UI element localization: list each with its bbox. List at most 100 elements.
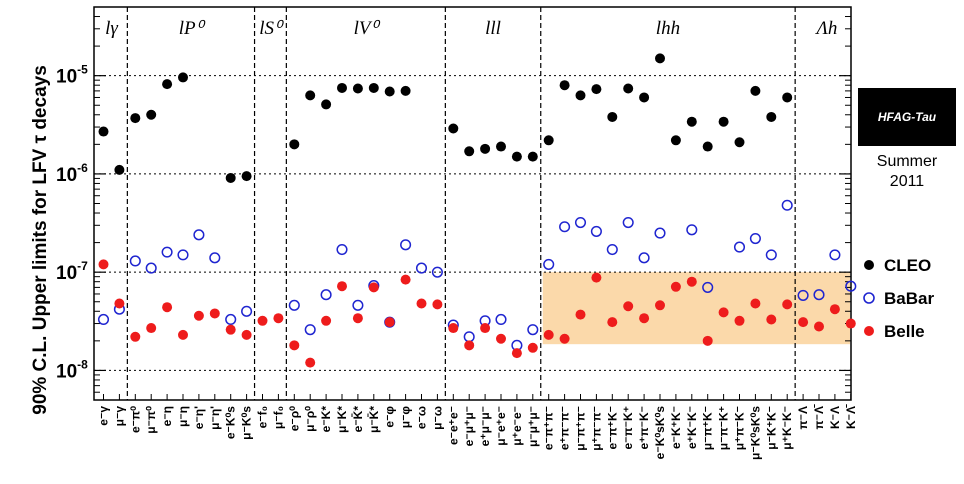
data-point [162,302,173,313]
x-tick-label: μ⁻f₀ [271,406,285,429]
data-point [496,333,506,344]
x-tick-label: e⁻f₀ [256,406,270,428]
x-tick-label: μ⁻K⁺K⁻ [764,406,778,450]
x-tick-label: μ⁻η [176,406,190,427]
data-point [321,315,332,326]
group-label: Λh [814,18,837,39]
x-tick-label: e⁻ρ⁰ [287,406,301,431]
data-point [289,139,300,150]
badge-season: Summer [876,153,938,170]
x-tick-label: e⁻K* [319,406,333,433]
data-point [480,323,491,334]
x-tick-label: e⁻K⁰s [224,406,238,439]
data-point [543,258,555,270]
data-point [177,249,189,261]
x-tick-label: μ⁻η' [208,406,222,430]
group-label: lll [485,18,501,39]
data-point [829,304,840,315]
data-point [146,109,157,120]
data-point [400,239,412,251]
data-point [129,255,141,267]
legend-label: CLEO [884,256,931,275]
data-point [305,357,316,368]
data-point [750,85,761,96]
data-point [829,249,841,261]
group-label: lS⁰ [259,18,284,39]
data-point [321,99,332,110]
data-point [623,83,634,94]
hfag-tau-badge: HFAG-Tau [858,88,956,146]
data-point [448,323,459,334]
data-point [527,342,538,353]
group-label: lhh [656,18,680,39]
data-point [337,82,347,93]
data-point [734,137,745,148]
data-point [639,313,650,324]
x-tick-label: e⁺K⁻K⁻ [685,406,699,449]
x-tick-label: μ⁺K⁻K⁻ [780,406,794,450]
data-point [511,151,522,162]
legend: CLEO BaBar Belle [863,256,934,341]
data-point [845,318,856,329]
data-point [702,335,713,346]
data-point [400,85,411,96]
y-axis-label: 90% C.L. Upper limits for LFV τ decays [30,65,51,415]
series-cleo [98,53,793,183]
data-point [575,90,586,101]
data-point [178,72,188,83]
data-point [733,241,746,253]
data-point [464,146,475,157]
legend-marker [863,292,875,304]
data-point [400,274,411,285]
data-point [591,84,602,95]
data-point [655,53,665,64]
data-point [766,314,777,325]
data-point [320,289,332,301]
data-point [702,281,714,293]
data-point [273,313,284,324]
data-point [257,315,268,326]
group-label: lP⁰ [179,18,206,39]
badge-year: 2011 [889,173,925,190]
data-point [178,329,188,340]
badge-title: HFAG-Tau [877,110,937,124]
y-tick-label: 10-6 [56,161,88,186]
data-point [575,309,586,320]
data-point [559,333,570,344]
data-points [97,53,857,368]
data-point [750,298,761,309]
legend-marker [864,326,874,336]
x-tick-label: e⁺π⁻π⁻ [558,406,572,450]
badge-date: Summer 2011 [858,152,956,192]
x-tick-label: μ⁻ω [430,406,444,430]
data-point [145,262,157,274]
group-label: lγ [105,18,118,39]
data-point [415,262,428,274]
x-tick-label: μ⁻K* [335,406,349,433]
x-tick-label: μ⁻K⁰s [240,406,254,440]
data-point [130,113,141,124]
data-point [337,281,347,292]
x-tick-label: μ⁻K⁰sK⁰s [748,406,762,460]
data-point [209,252,221,264]
data-point [590,225,602,237]
data-point [464,340,475,351]
x-tick-label: e⁻K⁰sK⁰s [653,406,667,460]
group-dividers [126,7,796,400]
x-tick-label: e⁻γ [97,406,111,426]
data-point [765,249,777,261]
data-point [352,299,364,311]
data-point [193,229,205,241]
data-point [718,307,729,318]
x-tick-label: μ⁻e⁺e⁻ [494,406,508,446]
data-point [559,80,570,91]
data-point [638,252,650,264]
data-point [559,221,571,233]
x-tick-label: μ⁻ρ⁰ [303,406,317,432]
data-point [352,83,363,94]
series-belle [98,259,856,368]
data-point [480,143,491,154]
data-point [114,164,125,175]
data-point [97,313,110,326]
data-point [766,111,777,122]
